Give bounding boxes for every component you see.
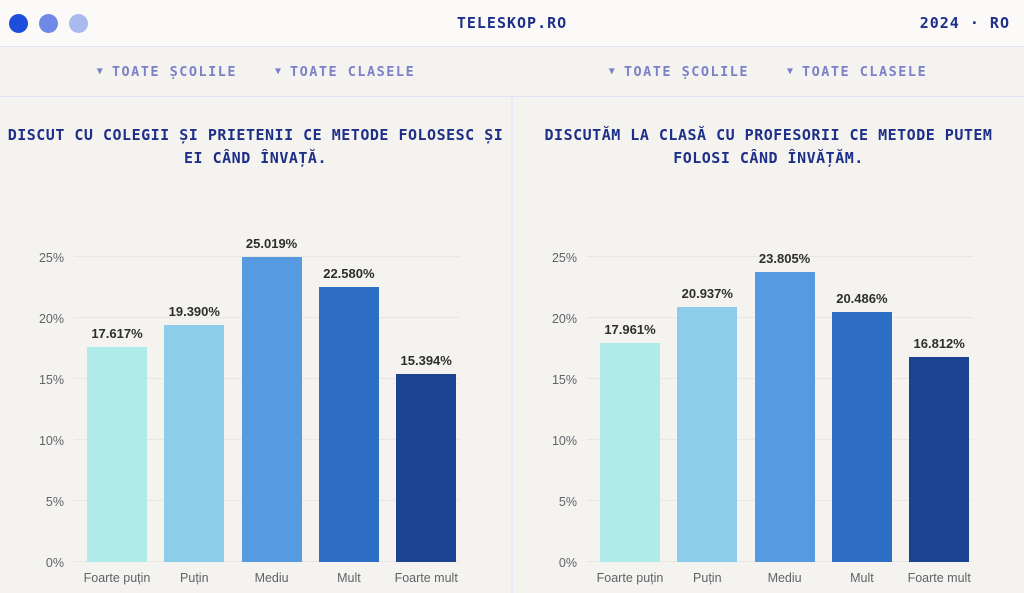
panel-right: DISCUTĂM LA CLASĂ CU PROFESORII CE METOD… bbox=[513, 97, 1024, 593]
y-axis-tick-label: 10% bbox=[551, 434, 577, 448]
bar-value-label: 25.019% bbox=[245, 235, 298, 251]
app-header: TELESKOP.RO 2024 · RO bbox=[0, 0, 1024, 47]
y-axis-tick-label: 25% bbox=[551, 251, 577, 265]
dropdown-toate-clasele[interactable]: ▼ TOATE CLASELE bbox=[275, 64, 415, 80]
bar[interactable] bbox=[87, 347, 147, 562]
panel-left: DISCUT CU COLEGII ȘI PRIETENII CE METODE… bbox=[0, 97, 511, 593]
bar[interactable] bbox=[600, 342, 660, 562]
bar[interactable] bbox=[754, 271, 815, 562]
bar[interactable] bbox=[831, 312, 892, 562]
bar-value-label: 17.617% bbox=[91, 326, 143, 342]
bar-value-label: 20.486% bbox=[836, 291, 888, 307]
x-axis-label: Foarte puțin bbox=[596, 571, 664, 585]
x-axis-label: Mediu bbox=[254, 571, 289, 585]
y-axis-tick-label: 15% bbox=[38, 373, 64, 387]
gridline bbox=[587, 256, 973, 257]
chevron-down-icon: ▼ bbox=[787, 66, 794, 77]
dropdown-label: TOATE ȘCOLILE bbox=[623, 63, 749, 80]
y-axis-tick-label: 5% bbox=[558, 495, 577, 509]
x-axis-label: Foarte mult bbox=[394, 571, 458, 585]
y-axis: 0% 5% 10% 15% 20% 25% bbox=[26, 250, 74, 570]
chevron-down-icon: ▼ bbox=[96, 66, 103, 77]
chevron-down-icon: ▼ bbox=[275, 66, 282, 77]
filter-bar: ▼ TOATE ȘCOLILE ▼ TOATE CLASELE ▼ TOATE … bbox=[0, 47, 1024, 97]
bar[interactable] bbox=[396, 374, 457, 562]
y-axis-tick-label: 0% bbox=[45, 556, 64, 570]
bar[interactable] bbox=[909, 356, 970, 562]
logo-dot-icon bbox=[9, 13, 28, 33]
bar-value-label: 17.961% bbox=[604, 321, 656, 337]
x-axis-label: Foarte mult bbox=[907, 571, 971, 585]
chevron-down-icon: ▼ bbox=[608, 66, 615, 77]
plot-area: 17.617% Foarte puțin 19.390% Puțin 25.019% Me… bbox=[74, 236, 460, 585]
filter-group-left: ▼ TOATE ȘCOLILE ▼ TOATE CLASELE bbox=[0, 47, 512, 96]
logo-dot-icon bbox=[39, 13, 58, 33]
x-axis-label: Puțin bbox=[693, 571, 722, 585]
gridline bbox=[74, 256, 460, 257]
y-axis-tick-label: 25% bbox=[38, 251, 64, 265]
y-axis-tick-label: 10% bbox=[38, 434, 64, 448]
bar-value-label: 19.390% bbox=[168, 304, 220, 320]
y-axis-tick-label: 20% bbox=[38, 312, 64, 326]
x-axis-label: Puțin bbox=[180, 571, 209, 585]
bar-chart-right: 0% 5% 10% 15% 20% 25% 17.961% Foarte puțin 20.93… bbox=[539, 250, 973, 585]
bar-value-label: 20.937% bbox=[681, 285, 733, 301]
bar-value-label: 15.394% bbox=[400, 353, 452, 369]
dropdown-label: TOATE CLASELE bbox=[802, 63, 928, 80]
dropdown-label: TOATE CLASELE bbox=[290, 63, 416, 80]
y-axis-tick-label: 20% bbox=[551, 312, 577, 326]
y-axis: 0% 5% 10% 15% 20% 25% bbox=[539, 250, 587, 570]
bar[interactable] bbox=[164, 325, 225, 562]
chart-title-right: DISCUTĂM LA CLASĂ CU PROFESORII CE METOD… bbox=[544, 126, 993, 167]
bar-value-label: 16.812% bbox=[913, 335, 965, 351]
y-axis-tick-label: 0% bbox=[558, 556, 577, 570]
chart-title-left: DISCUT CU COLEGII ȘI PRIETENII CE METODE… bbox=[7, 126, 504, 167]
bar[interactable] bbox=[241, 256, 302, 562]
panel-divider bbox=[511, 97, 513, 593]
dropdown-label: TOATE ȘCOLILE bbox=[111, 63, 237, 80]
charts-area: DISCUT CU COLEGII ȘI PRIETENII CE METODE… bbox=[0, 97, 1024, 593]
logo-dots bbox=[0, 13, 88, 33]
y-axis-tick-label: 5% bbox=[45, 495, 64, 509]
x-axis-label: Mult bbox=[850, 571, 874, 585]
x-axis-label: Foarte puțin bbox=[83, 571, 151, 585]
bar-chart-left: 0% 5% 10% 15% 20% 25% 17.617% Foarte puțin 19.39… bbox=[26, 236, 460, 585]
plot-area: 17.961% Foarte puțin 20.937% Puțin 23.805% Me… bbox=[587, 250, 973, 585]
bar[interactable] bbox=[677, 306, 738, 562]
dropdown-toate-scolile[interactable]: ▼ TOATE ȘCOLILE bbox=[97, 64, 237, 80]
bar[interactable] bbox=[318, 286, 379, 562]
logo-dot-icon bbox=[69, 13, 88, 33]
bar-value-label: 22.580% bbox=[323, 265, 375, 281]
dropdown-toate-scolile[interactable]: ▼ TOATE ȘCOLILE bbox=[609, 64, 749, 80]
bar-value-label: 23.805% bbox=[758, 250, 811, 266]
edition-label: 2024 · RO bbox=[919, 14, 1010, 32]
x-axis-label: Mult bbox=[337, 571, 361, 585]
filter-group-right: ▼ TOATE ȘCOLILE ▼ TOATE CLASELE bbox=[512, 47, 1024, 96]
y-axis-tick-label: 15% bbox=[551, 373, 577, 387]
app-title: TELESKOP.RO bbox=[456, 14, 568, 32]
dropdown-toate-clasele[interactable]: ▼ TOATE CLASELE bbox=[787, 64, 927, 80]
x-axis-label: Mediu bbox=[767, 571, 802, 585]
